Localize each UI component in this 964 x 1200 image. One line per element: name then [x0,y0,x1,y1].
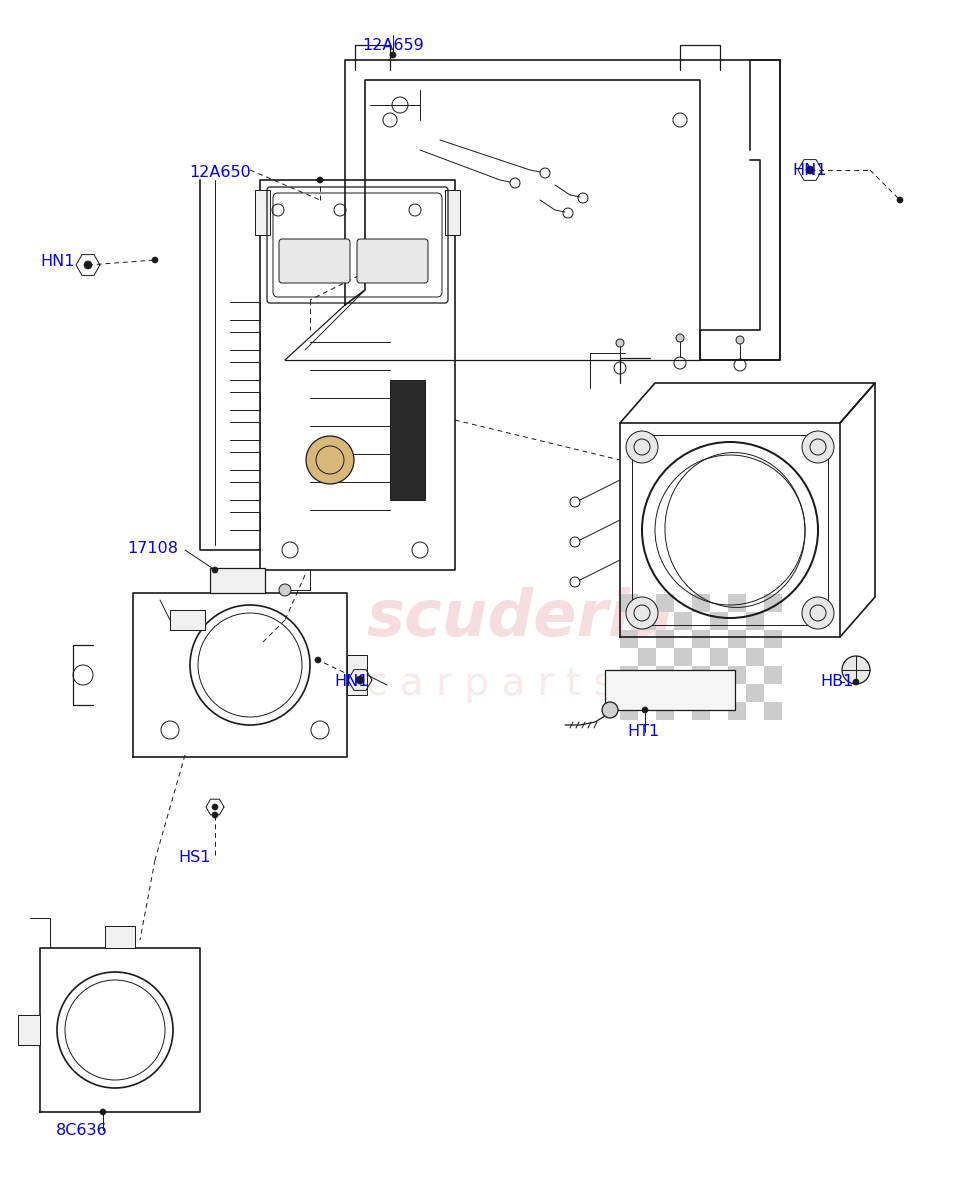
Bar [728,630,746,648]
Circle shape [317,176,323,182]
FancyBboxPatch shape [279,239,350,283]
Bar [728,594,746,612]
Circle shape [602,702,618,718]
Bar [764,630,782,648]
Bar [692,666,710,684]
Bar [674,612,692,630]
Circle shape [806,166,814,174]
Bar [18,1015,40,1045]
Bar [347,655,367,695]
Bar [692,594,710,612]
Bar [710,648,728,666]
Circle shape [676,334,684,342]
Bar [445,190,460,235]
Bar [620,666,638,684]
Circle shape [315,658,321,662]
Bar [656,702,674,720]
Circle shape [842,656,870,684]
Circle shape [84,260,92,269]
Text: 12A650: 12A650 [189,166,251,180]
Bar [170,610,205,630]
Bar [105,926,135,948]
Bar [210,568,265,593]
Bar [728,666,746,684]
Bar [764,702,782,720]
Circle shape [100,1109,106,1115]
Bar [620,630,638,648]
Bar [710,612,728,630]
Circle shape [626,431,658,463]
Circle shape [897,197,903,203]
Text: HB1: HB1 [820,674,853,689]
Text: HT1: HT1 [628,725,660,739]
Bar [638,684,656,702]
Text: scuderia: scuderia [366,587,673,649]
Circle shape [279,584,291,596]
Circle shape [356,676,364,684]
Circle shape [626,596,658,629]
Text: 17108: 17108 [127,541,177,556]
Circle shape [853,679,859,685]
Circle shape [736,336,744,344]
Circle shape [152,257,158,263]
Bar [728,702,746,720]
Text: HN1: HN1 [40,254,75,269]
Bar [674,684,692,702]
Text: HN1: HN1 [335,674,369,689]
Bar [710,684,728,702]
Bar [638,612,656,630]
Bar [764,594,782,612]
Bar [692,702,710,720]
Circle shape [212,804,218,810]
Text: 8C636: 8C636 [56,1123,108,1138]
Text: HS1: HS1 [178,851,211,865]
FancyBboxPatch shape [357,239,428,283]
Circle shape [802,431,834,463]
Circle shape [616,338,624,347]
Text: 12A659: 12A659 [362,38,424,53]
Bar [620,594,638,612]
Bar [746,612,764,630]
Bar [674,648,692,666]
Bar [746,648,764,666]
Bar [638,648,656,666]
Circle shape [306,436,354,484]
Bar [656,594,674,612]
Text: c a r p a r t s: c a r p a r t s [366,665,614,703]
Circle shape [212,566,218,572]
Bar [656,630,674,648]
Circle shape [802,596,834,629]
Bar [620,702,638,720]
Bar [746,684,764,702]
Bar [605,670,735,710]
Bar [255,190,270,235]
Circle shape [390,52,396,58]
Text: HN1: HN1 [792,163,827,178]
Bar [656,666,674,684]
Bar [390,380,425,500]
Circle shape [642,707,648,713]
Circle shape [212,812,218,818]
Bar [764,666,782,684]
Bar [692,630,710,648]
